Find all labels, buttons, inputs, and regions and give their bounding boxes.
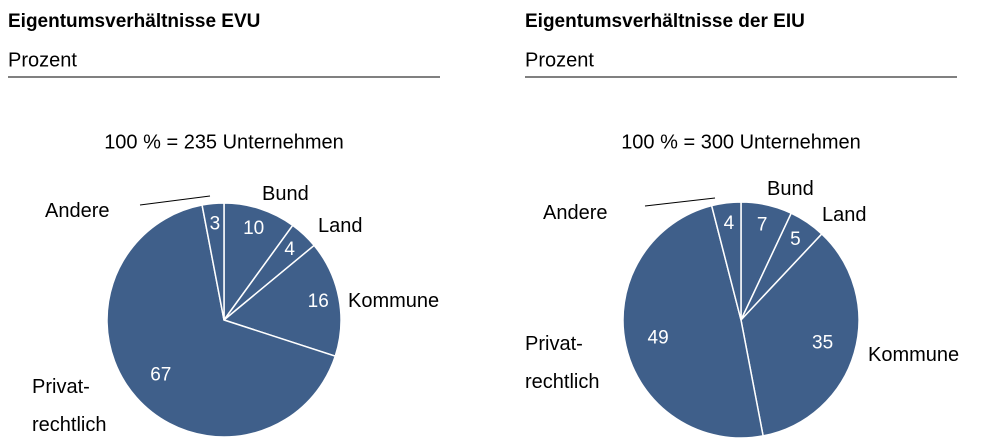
pie-slice xyxy=(740,232,860,437)
pie-slice xyxy=(710,201,742,321)
chart-subtitle: Prozent xyxy=(525,49,594,71)
value-label: 67 xyxy=(150,365,171,386)
pie-slice xyxy=(201,202,225,321)
value-label: 3 xyxy=(210,214,221,235)
category-label: Privat-rechtlich xyxy=(32,376,106,436)
pie-slice xyxy=(106,204,337,438)
value-label: 49 xyxy=(648,328,669,349)
category-label: Land xyxy=(822,204,867,226)
chart-title: Eigentumsverhältnisse EVU xyxy=(8,11,260,32)
value-label: 4 xyxy=(724,213,735,234)
value-label: 10 xyxy=(243,218,264,239)
leader-line xyxy=(644,197,716,207)
pie-slice xyxy=(222,244,342,358)
chart-title: Eigentumsverhältnisse der EIU xyxy=(525,11,805,32)
category-label: Bund xyxy=(262,183,309,205)
category-label: Privat-rechtlich xyxy=(525,333,599,393)
category-label: Andere xyxy=(45,200,110,222)
category-label: Kommune xyxy=(348,290,439,312)
value-label: 35 xyxy=(812,333,833,354)
value-label: 7 xyxy=(757,215,768,236)
annotation: 100 % = 300 Unternehmen xyxy=(621,131,861,153)
value-label: 5 xyxy=(790,229,801,250)
category-label: Land xyxy=(318,215,363,237)
annotation: 100 % = 235 Unternehmen xyxy=(104,131,344,153)
pie-slice xyxy=(223,202,294,323)
leader-line xyxy=(139,195,211,206)
category-label: Bund xyxy=(767,178,814,200)
value-label: 4 xyxy=(284,239,295,260)
value-label: 16 xyxy=(308,291,329,312)
pie-slice xyxy=(622,204,764,438)
category-label: Kommune xyxy=(868,344,959,366)
chart-subtitle: Prozent xyxy=(8,49,77,71)
category-label: Andere xyxy=(543,202,608,224)
